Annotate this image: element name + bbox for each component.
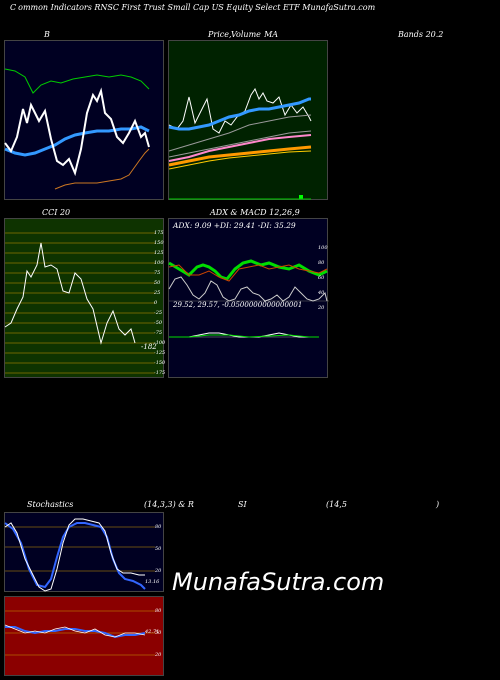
stochastics-panel: 13.16 80 50 20 xyxy=(4,512,164,592)
title-prefix: C xyxy=(10,3,17,12)
axis-tick-label: 20 xyxy=(155,568,162,574)
rsi-label: SI xyxy=(238,500,247,509)
ma-blue xyxy=(168,97,311,131)
rsi-smoothed xyxy=(5,626,146,639)
axis-tick-label: -175 xyxy=(154,370,166,376)
bollinger-bands-label: Bands 20.2 xyxy=(398,30,444,39)
bb-middle-band xyxy=(4,125,150,157)
cci-gridlines xyxy=(5,232,155,374)
price-line xyxy=(168,87,312,134)
adx-plus-di xyxy=(168,259,328,281)
bollinger-chart xyxy=(4,68,150,190)
price-panel xyxy=(168,40,328,200)
cci-chart xyxy=(4,232,155,374)
cci-panel: -182 175 150 125 100 75 50 25 0 -25 -50 -75 -100 -12… xyxy=(4,218,166,378)
ma-pink xyxy=(168,134,312,162)
cci-line xyxy=(4,242,136,345)
axis-tick-label: 80 xyxy=(318,260,325,266)
axis-tick-label: -125 xyxy=(154,350,166,356)
axis-tick-label: 60 xyxy=(318,275,325,281)
rsi-chart xyxy=(4,610,155,656)
stoch-k-line xyxy=(4,518,145,592)
axis-tick-label: -75 xyxy=(154,330,163,336)
adx-title: ADX & MACD 12,26,9 xyxy=(210,208,300,217)
adx-panel: ADX: 9.09 +DI: 29.41 -DI: 35.29 29.52, 2… xyxy=(168,218,329,378)
stoch-d-line xyxy=(4,522,146,590)
axis-tick-label: 100 xyxy=(154,260,164,266)
axis-tick-label: 20 xyxy=(318,305,325,311)
rsi-params-close: ) xyxy=(436,500,440,509)
axis-tick-label: 50 xyxy=(154,280,161,286)
adx-values: ADX: 9.09 +DI: 29.41 -DI: 35.29 xyxy=(173,221,296,230)
bollinger-label: B xyxy=(44,30,50,39)
cci-label: CCI 20 xyxy=(42,208,71,217)
macd-signal xyxy=(169,334,319,338)
price-chart xyxy=(168,87,312,200)
axis-tick-label: 50 xyxy=(155,546,162,552)
adx-chart xyxy=(168,259,329,338)
axis-tick-label: -100 xyxy=(154,340,166,346)
adx-minus-di xyxy=(168,264,328,282)
axis-tick-label: 40 xyxy=(318,290,325,296)
title-text: ommon Indicators RNSC First Trust Small … xyxy=(18,3,376,12)
axis-tick-label: 100 xyxy=(318,245,328,251)
ma-orange xyxy=(168,145,312,167)
watermark: MunafaSutra.com xyxy=(172,568,385,596)
axis-tick-label: 150 xyxy=(154,240,164,246)
bb-upper-band xyxy=(4,68,150,94)
axis-tick-label: -50 xyxy=(154,320,163,326)
macd-values: 29.52, 29.57, -0.0500000000000001 xyxy=(173,301,303,309)
axis-tick-label: 0 xyxy=(154,300,158,306)
stochastics-chart xyxy=(4,518,155,592)
rsi-current: 42.71 xyxy=(145,629,160,635)
price-label: Price, Volume MA xyxy=(208,30,278,39)
ma-yellow xyxy=(168,150,312,170)
axis-tick-label: -150 xyxy=(154,360,166,366)
rsi-params: (14,5 xyxy=(326,500,347,509)
cci-value-label: -182 xyxy=(141,343,157,351)
bb-price-line xyxy=(4,87,150,177)
axis-tick-label: 80 xyxy=(155,608,162,614)
stochastics-label: Stochastics xyxy=(27,500,74,509)
bb-lower-band xyxy=(54,148,150,190)
volume-label-text: Volume xyxy=(231,30,261,39)
stoch-current: 13.16 xyxy=(145,579,160,585)
rsi-panel: 42.71 80 50 20 xyxy=(4,596,164,676)
price-label-text: Price, xyxy=(208,30,232,39)
stochastics-params: (14,3,3) & R xyxy=(144,500,194,509)
axis-tick-label: -25 xyxy=(154,310,163,316)
volume-bar xyxy=(299,195,303,199)
axis-tick-label: 125 xyxy=(154,250,164,256)
ma-grey-2 xyxy=(168,130,312,158)
adx-line xyxy=(168,276,328,302)
axis-tick-label: 20 xyxy=(155,652,162,658)
ma-grey-1 xyxy=(168,114,312,152)
bollinger-panel xyxy=(4,40,164,200)
ma-label-text: MA xyxy=(264,30,279,39)
axis-tick-label: 50 xyxy=(155,630,162,636)
rsi-line xyxy=(4,624,146,638)
axis-tick-label: 25 xyxy=(154,290,161,296)
axis-tick-label: 75 xyxy=(154,270,161,276)
axis-tick-label: 175 xyxy=(154,230,164,236)
axis-tick-label: 80 xyxy=(155,524,162,530)
